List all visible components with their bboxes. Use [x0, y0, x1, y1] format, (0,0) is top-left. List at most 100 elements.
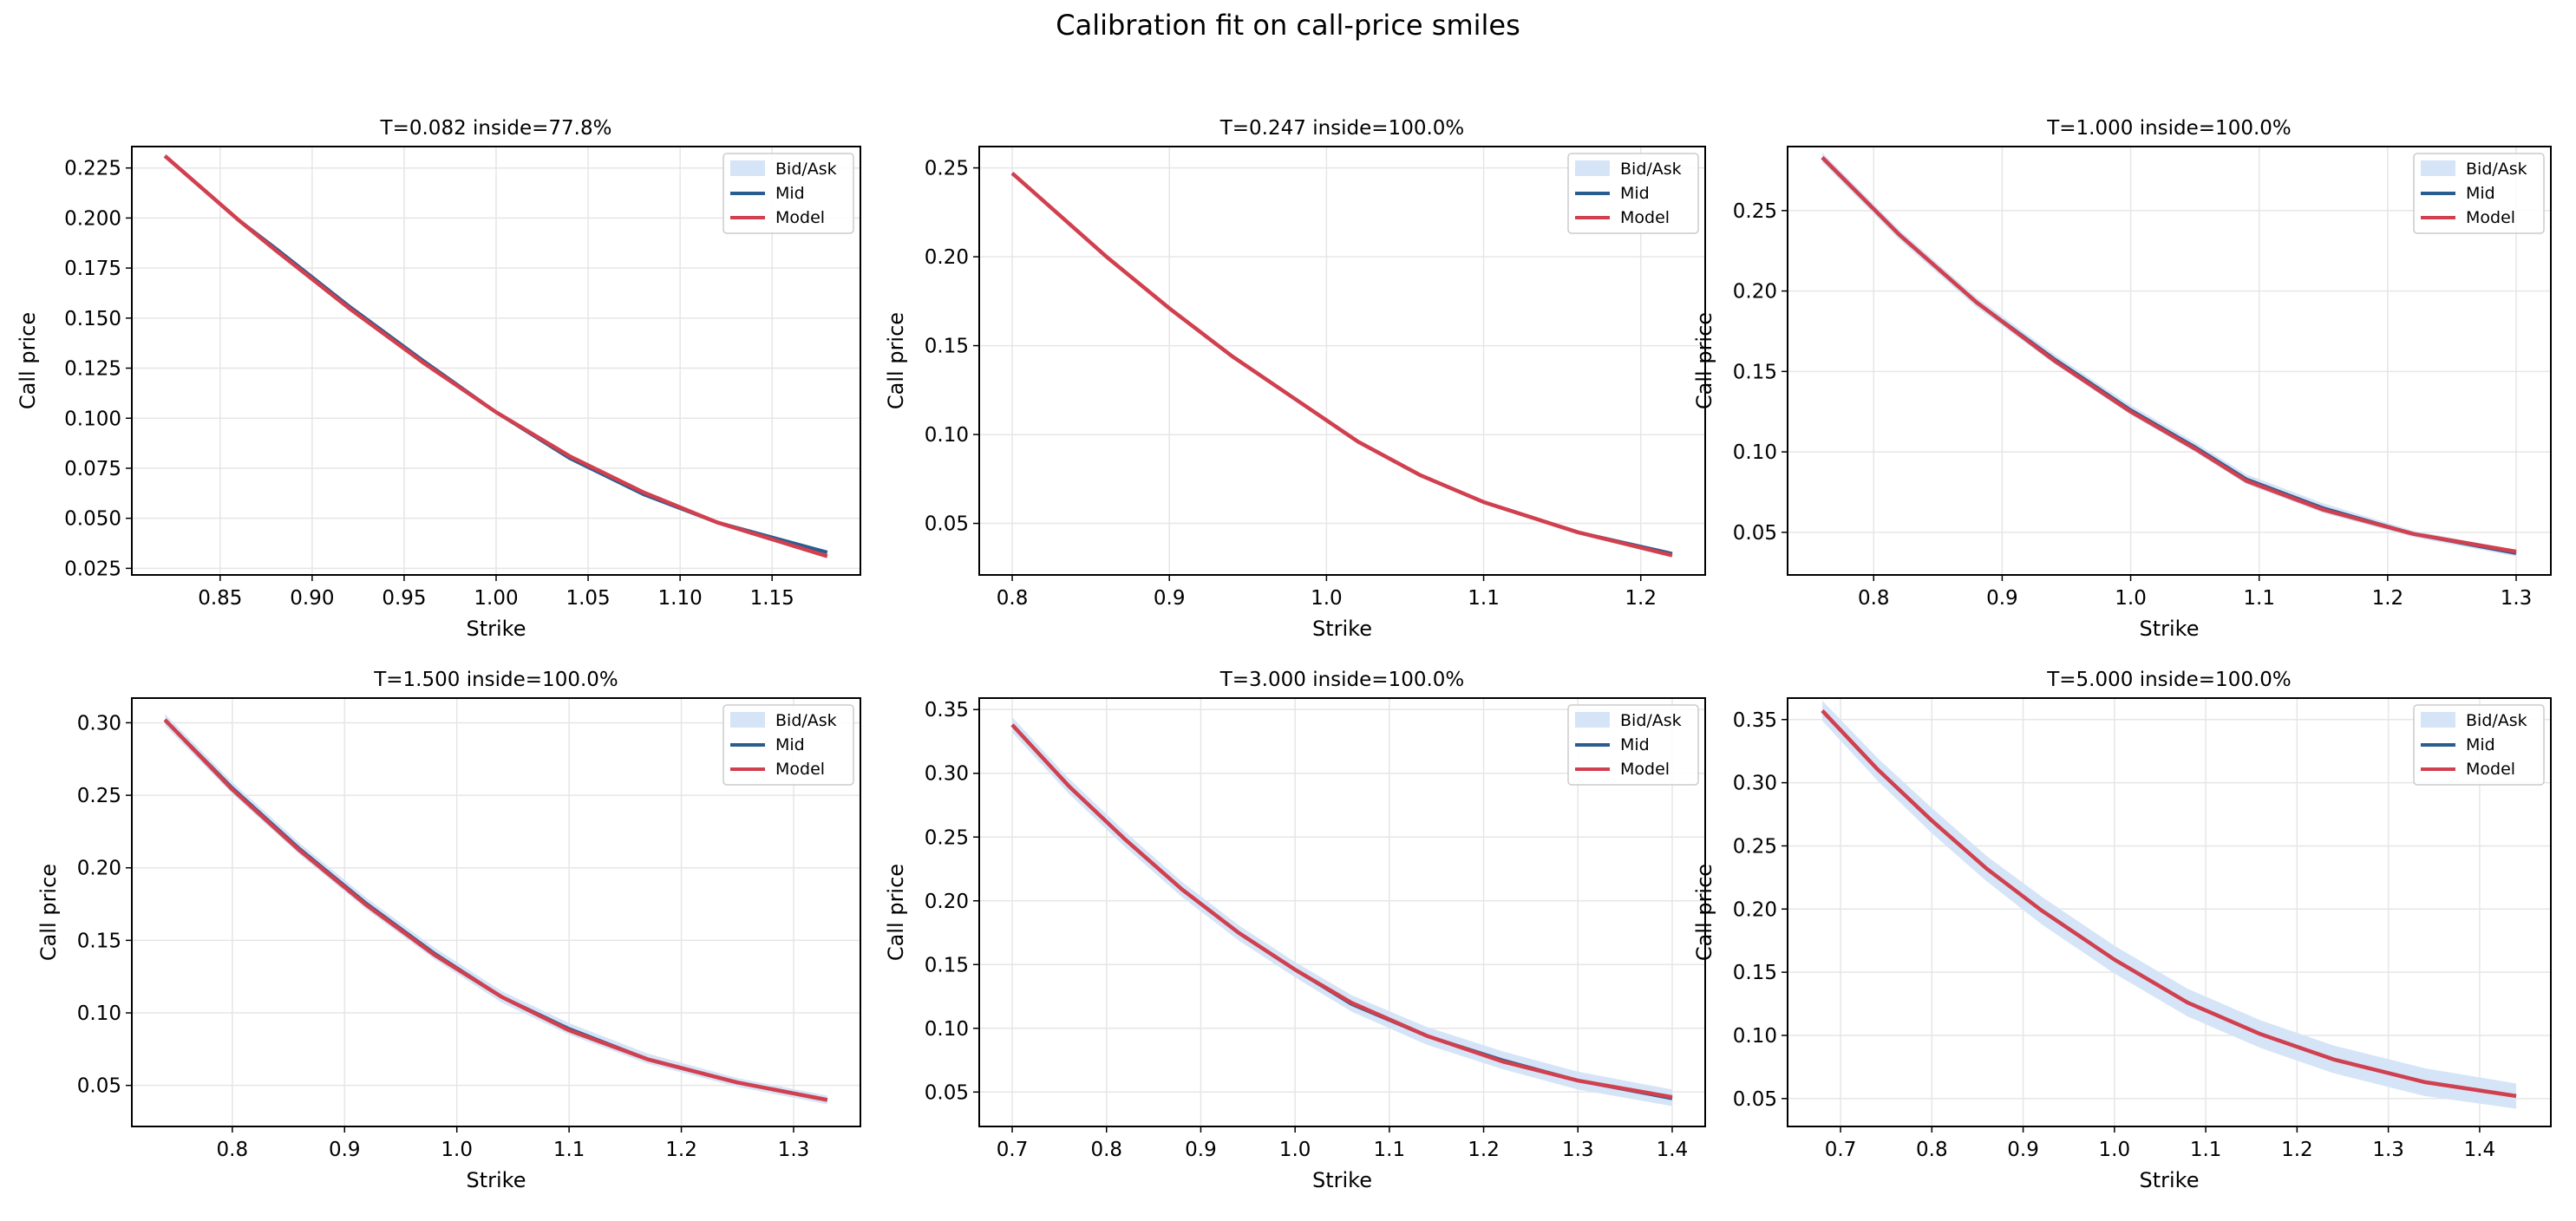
y-tick-label: 0.25 [925, 826, 969, 849]
x-tick-label: 1.0 [1311, 587, 1343, 610]
y-tick-label: 0.10 [925, 424, 969, 447]
panel-title: T=0.247 inside=100.0% [1219, 117, 1465, 140]
legend-bidask-swatch [730, 712, 765, 728]
mid-line [1822, 711, 2516, 1096]
legend-label-model: Model [775, 208, 825, 227]
x-tick-label: 0.9 [1185, 1139, 1217, 1161]
legend-label-mid: Mid [775, 184, 805, 203]
x-tick-label: 1.0 [1279, 1139, 1311, 1161]
y-tick-label: 0.05 [925, 513, 969, 536]
y-tick-label: 0.35 [925, 699, 969, 722]
legend-bidask-swatch [1575, 160, 1610, 176]
y-tick-label: 0.35 [1733, 709, 1777, 732]
y-tick-label: 0.225 [64, 158, 121, 180]
y-tick-label: 0.05 [1733, 522, 1777, 545]
legend-label-bid-ask: Bid/Ask [775, 711, 837, 730]
y-axis-label: Call price [1692, 312, 1716, 409]
legend-label-model: Model [2466, 760, 2515, 779]
y-tick-label: 0.10 [925, 1018, 969, 1041]
x-tick-label: 1.4 [1657, 1139, 1689, 1161]
x-tick-label: 1.1 [553, 1139, 585, 1161]
y-tick-label: 0.10 [1733, 1025, 1777, 1048]
x-tick-label: 1.2 [665, 1139, 697, 1161]
x-tick-label: 1.3 [2501, 587, 2533, 610]
y-tick-label: 0.30 [1733, 773, 1777, 795]
y-tick-label: 0.15 [925, 336, 969, 358]
x-axis-label: Strike [467, 1168, 526, 1192]
legend-label-bid-ask: Bid/Ask [1620, 160, 1682, 179]
bid-ask-band [1822, 153, 2516, 557]
x-tick-label: 1.1 [2243, 587, 2275, 610]
y-tick-label: 0.15 [1733, 962, 1777, 984]
x-tick-label: 1.15 [750, 587, 794, 610]
x-tick-label: 1.2 [2281, 1139, 2313, 1161]
y-axis-label: Call price [36, 864, 61, 961]
y-tick-label: 0.20 [1733, 898, 1777, 921]
panel-title: T=1.500 inside=100.0% [373, 669, 618, 691]
y-tick-label: 0.05 [925, 1081, 969, 1104]
model-line [1822, 158, 2516, 552]
y-tick-label: 0.150 [64, 308, 121, 330]
x-axis-label: Strike [1312, 617, 1372, 641]
bid-ask-band [1822, 701, 2516, 1109]
panel-title: T=0.082 inside=77.8% [380, 117, 612, 140]
x-tick-label: 1.3 [778, 1139, 810, 1161]
y-tick-label: 0.15 [925, 954, 969, 976]
x-tick-label: 1.05 [566, 587, 610, 610]
x-axis-label: Strike [2140, 617, 2200, 641]
x-tick-label: 0.85 [198, 587, 242, 610]
x-tick-label: 0.95 [382, 587, 426, 610]
x-tick-label: 0.9 [2007, 1139, 2039, 1161]
legend-bidask-swatch [730, 160, 765, 176]
x-tick-label: 0.8 [217, 1139, 249, 1161]
x-tick-label: 1.00 [474, 587, 518, 610]
figure-title: Calibration fit on call-price smiles [1056, 9, 1520, 42]
x-tick-label: 1.1 [1374, 1139, 1406, 1161]
legend-label-model: Model [2466, 208, 2515, 227]
x-axis-label: Strike [1312, 1168, 1372, 1192]
legend-label-bid-ask: Bid/Ask [2466, 711, 2527, 730]
legend-label-model: Model [775, 760, 825, 779]
x-tick-label: 0.9 [1986, 587, 2018, 610]
y-tick-label: 0.025 [64, 558, 121, 580]
y-tick-label: 0.20 [925, 246, 969, 269]
y-tick-label: 0.15 [77, 930, 121, 952]
x-tick-label: 0.8 [997, 587, 1029, 610]
x-tick-label: 1.3 [2372, 1139, 2404, 1161]
x-axis-label: Strike [467, 617, 526, 641]
x-tick-label: 1.1 [2190, 1139, 2222, 1161]
y-tick-label: 0.25 [925, 158, 969, 180]
y-tick-label: 0.05 [77, 1075, 121, 1098]
legend-bidask-swatch [1575, 712, 1610, 728]
y-tick-label: 0.075 [64, 458, 121, 480]
y-tick-label: 0.100 [64, 408, 121, 430]
panel-title: T=5.000 inside=100.0% [2046, 669, 2292, 691]
mid-line [1822, 158, 2516, 553]
legend-label-bid-ask: Bid/Ask [1620, 711, 1682, 730]
y-tick-label: 0.25 [1733, 200, 1777, 223]
panel-title: T=1.000 inside=100.0% [2046, 117, 2292, 140]
y-axis-label: Call price [884, 864, 908, 961]
y-tick-label: 0.10 [1733, 441, 1777, 464]
x-tick-label: 0.8 [1090, 1139, 1122, 1161]
x-tick-label: 1.1 [1468, 587, 1500, 610]
y-tick-label: 0.050 [64, 508, 121, 531]
x-tick-label: 0.7 [1825, 1139, 1857, 1161]
legend-label-mid: Mid [1620, 184, 1650, 203]
y-tick-label: 0.20 [1733, 281, 1777, 304]
x-tick-label: 0.8 [1916, 1139, 1948, 1161]
y-tick-label: 0.30 [77, 712, 121, 735]
y-tick-label: 0.175 [64, 258, 121, 280]
y-axis-label: Call price [1692, 864, 1716, 961]
y-axis-label: Call price [16, 312, 40, 409]
x-tick-label: 1.0 [441, 1139, 473, 1161]
